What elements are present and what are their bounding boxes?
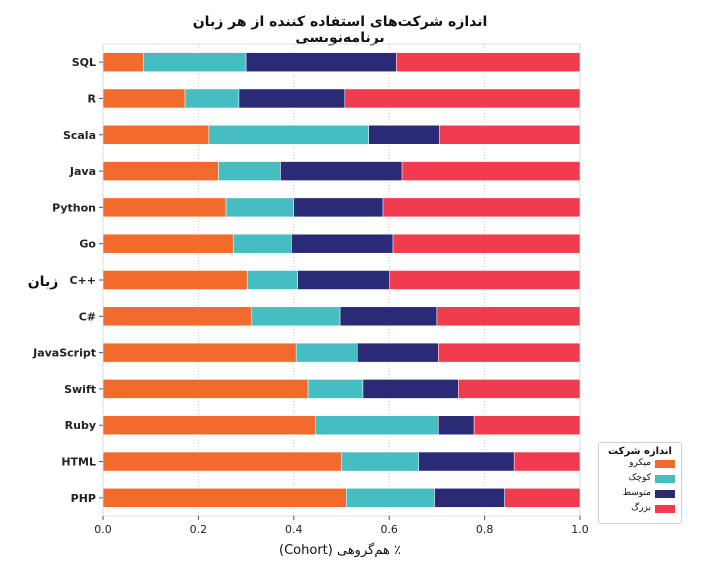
bar-segment-javascript-3 (438, 342, 581, 363)
legend-swatch-small (655, 475, 675, 483)
y-tick-label: Go (79, 238, 96, 251)
bar-segment-php-0 (102, 488, 347, 508)
bar-segment-c++-3 (389, 270, 581, 290)
bar-segment-scala-2 (368, 125, 440, 145)
x-tick-label: 0.2 (190, 523, 208, 536)
bar-segment-html-0 (102, 451, 342, 472)
bar-segment-swift-3 (458, 379, 581, 399)
x-tick-label: 0.8 (476, 523, 494, 536)
bar-segment-python-3 (382, 197, 581, 218)
y-tick-label: SQL (72, 56, 96, 69)
y-tick-label: Scala (63, 129, 96, 142)
bar-segment-sql-3 (396, 52, 581, 72)
bar-segment-go-0 (102, 233, 234, 254)
bar-segment-scala-0 (102, 125, 210, 145)
y-tick-label: R (88, 92, 97, 105)
bar-segment-sql-1 (143, 52, 247, 72)
bar-segment-swift-2 (362, 379, 459, 399)
bar-segment-java-2 (280, 161, 403, 181)
y-tick-label: PHP (71, 492, 96, 505)
bar-segment-c++-1 (247, 270, 298, 290)
bars-layer (102, 52, 581, 508)
legend: اندازه شرکت میکرو کوچک متوسط بزرگ (598, 442, 682, 524)
bar-segment-r-3 (344, 88, 581, 109)
bar-segment-swift-1 (307, 379, 364, 399)
legend-item-micro: میکرو (599, 458, 681, 472)
bar-segment-sql-2 (245, 52, 397, 72)
legend-label-micro: میکرو (629, 458, 651, 468)
bar-segment-javascript-2 (356, 342, 439, 363)
legend-swatch-medium (655, 490, 675, 498)
bar-segment-html-1 (341, 451, 420, 472)
y-tick-label: Java (69, 165, 96, 178)
bar-segment-ruby-1 (315, 415, 439, 435)
legend-label-medium: متوسط (622, 488, 651, 498)
x-axis-label: ٪ هم‌گروهی (Cohort) (279, 543, 401, 558)
legend-title: اندازه شرکت (608, 446, 672, 457)
y-tick-label: HTML (61, 456, 96, 469)
legend-item-large: بزرگ (599, 503, 681, 517)
bar-segment-php-2 (434, 488, 505, 508)
bar-segment-html-3 (513, 451, 581, 472)
legend-item-small: کوچک (599, 473, 681, 487)
x-tick-label: 0.6 (380, 523, 398, 536)
bar-segment-java-1 (218, 161, 281, 181)
bar-segment-c++-2 (297, 270, 390, 290)
bar-segment-ruby-3 (473, 415, 581, 435)
y-tick-label: JavaScript (32, 347, 96, 360)
axis-layer: 0.0 0.2 0.4 0.6 0.8 1.0 SQL R Scala Java Python Go C… (32, 56, 589, 536)
y-tick-label: Ruby (65, 419, 96, 432)
chart-title: اندازه شرکت‌های استفاده کننده از هر زبان… (192, 14, 488, 46)
y-axis-label: زبان (27, 274, 59, 290)
bar-segment-ruby-0 (102, 415, 316, 435)
y-tick-label: C++ (69, 274, 96, 287)
bar-segment-scala-3 (439, 125, 581, 145)
x-tick-label: 0.4 (285, 523, 303, 536)
legend-label-small: کوچک (628, 473, 651, 483)
bar-segment-python-0 (102, 197, 227, 218)
bar-segment-c#-0 (102, 306, 253, 327)
bar-segment-go-1 (232, 233, 292, 254)
bar-segment-go-3 (392, 233, 581, 254)
legend-swatch-large (655, 505, 675, 513)
bar-segment-r-1 (184, 88, 240, 109)
bar-segment-c#-3 (436, 306, 581, 327)
bar-segment-python-1 (225, 197, 295, 218)
bar-segment-c++-0 (102, 270, 248, 290)
y-tick-label: C# (79, 310, 96, 323)
bar-segment-javascript-1 (295, 342, 358, 363)
legend-label-large: بزرگ (631, 503, 651, 513)
bar-segment-go-2 (291, 233, 394, 254)
bar-segment-javascript-0 (102, 342, 297, 363)
legend-item-medium: متوسط (599, 488, 681, 502)
bar-segment-ruby-2 (438, 415, 475, 435)
bar-segment-php-3 (504, 488, 581, 508)
bar-segment-java-3 (401, 161, 581, 181)
bar-segment-html-2 (418, 451, 515, 472)
legend-swatch-micro (655, 460, 675, 468)
x-tick-label: 1.0 (571, 523, 589, 536)
y-tick-label: Python (52, 201, 96, 214)
y-tick-label: Swift (64, 383, 96, 396)
bar-segment-java-0 (102, 161, 219, 181)
bar-segment-swift-0 (102, 379, 309, 399)
bar-segment-c#-2 (339, 306, 438, 327)
bar-segment-sql-0 (102, 52, 144, 72)
bar-segment-python-2 (293, 197, 384, 218)
bar-segment-scala-1 (208, 125, 369, 145)
x-tick-label: 0.0 (94, 523, 112, 536)
bar-segment-c#-1 (251, 306, 341, 327)
bar-segment-php-1 (346, 488, 435, 508)
bar-segment-r-2 (238, 88, 346, 109)
bar-segment-r-0 (102, 88, 186, 109)
